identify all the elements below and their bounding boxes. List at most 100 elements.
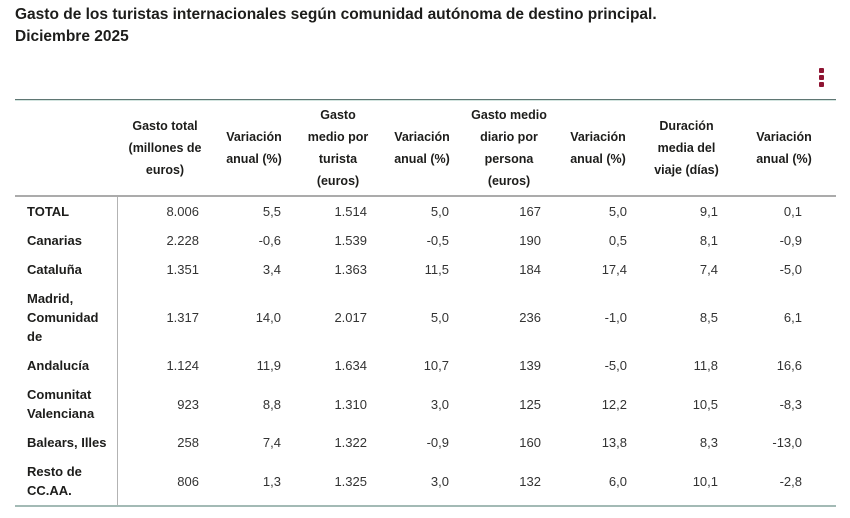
col-header-duracion-media: Duración media del viaje (días) — [641, 100, 732, 197]
cell-value: 0,5 — [608, 233, 627, 248]
table-row: Balears, Illes 258 7,4 1.322 -0,9 160 13,8 8,3 -… — [15, 428, 836, 457]
table-row: Andalucía 1.124 11,9 1.634 10,7 139 -5,0 11,8 16… — [15, 351, 836, 380]
cell-value: 16,6 — [776, 358, 802, 373]
cell-value: 8,3 — [699, 435, 718, 450]
table-header: Gasto total (millones de euros) Variación a… — [15, 100, 836, 197]
cell-value: 1.514 — [334, 204, 367, 219]
cell-value: 1.322 — [334, 435, 367, 450]
kebab-icon — [819, 82, 824, 87]
cell-value: 160 — [519, 435, 541, 450]
data-table: Gasto total (millones de euros) Variación a… — [15, 100, 836, 507]
cell-value: 3,0 — [430, 473, 449, 489]
cell-value: -2,8 — [779, 473, 802, 489]
cell-value: 1.310 — [334, 396, 367, 412]
cell-value: 5,0 — [430, 310, 449, 325]
options-menu-button[interactable] — [816, 65, 827, 90]
table-row: Cataluña 1.351 3,4 1.363 11,5 184 17,4 7,4 -5,0 — [15, 255, 836, 284]
col-header-variacion-2: Variación anual (%) — [381, 100, 463, 197]
cell-value: 1.634 — [334, 358, 367, 373]
cell-value: 13,8 — [601, 435, 627, 450]
col-header-gasto-total: Gasto total (millones de euros) — [117, 100, 213, 197]
row-label: Canarias — [15, 226, 118, 255]
col-header-gasto-medio-diario: Gasto medio diario por persona (euros) — [463, 100, 555, 197]
col-header-variacion-1: Variación anual (%) — [213, 100, 295, 197]
cell-value: 1.539 — [334, 233, 367, 248]
cell-value: 3,0 — [430, 396, 449, 412]
cell-value: 17,4 — [601, 262, 627, 277]
cell-value: 258 — [177, 435, 199, 450]
cell-value: 10,5 — [692, 396, 718, 412]
cell-value: 132 — [519, 473, 541, 489]
cell-value: 1.124 — [166, 358, 199, 373]
table-row: Madrid, Comunidad de 1.317 14,0 2.017 5,0 236… — [15, 284, 836, 351]
cell-value: -5,0 — [604, 358, 627, 373]
col-header-region — [15, 100, 117, 197]
cell-value: -0,9 — [779, 233, 802, 248]
cell-value: 1.317 — [166, 310, 199, 325]
cell-value: 1.325 — [334, 473, 367, 489]
cell-value: -5,0 — [779, 262, 802, 277]
kebab-icon — [819, 68, 824, 73]
table-body: TOTAL 8.006 5,5 1.514 5,0 167 5,0 9,1 0,1 Canaria… — [15, 196, 836, 506]
page-title: Gasto de los turistas internacionales se… — [15, 4, 815, 48]
row-label: Andalucía — [15, 351, 118, 380]
cell-value: 139 — [519, 358, 541, 373]
title-text: Gasto de los turistas internacionales se… — [15, 6, 657, 23]
title-period: Diciembre 2025 — [15, 28, 129, 45]
cell-value: -0,9 — [426, 435, 449, 450]
cell-value: -13,0 — [772, 435, 802, 450]
row-label: Cataluña — [15, 255, 118, 284]
cell-value: 5,5 — [262, 204, 281, 219]
cell-value: 8.006 — [166, 204, 199, 219]
cell-value: -1,0 — [604, 310, 627, 325]
cell-value: 1,3 — [262, 473, 281, 489]
row-label: Comunitat Valenciana — [15, 380, 118, 428]
cell-value: 5,0 — [430, 204, 449, 219]
cell-value: 9,1 — [699, 204, 718, 219]
col-header-gasto-medio-turista: Gasto medio por turista (euros) — [295, 100, 381, 197]
cell-value: 3,4 — [262, 262, 281, 277]
kebab-icon — [819, 75, 824, 80]
cell-value: 11,5 — [424, 262, 449, 277]
cell-value: 2.228 — [166, 233, 199, 248]
data-table-container: Gasto total (millones de euros) Variación a… — [15, 99, 836, 507]
cell-value: 125 — [519, 396, 541, 412]
cell-value: 11,9 — [256, 358, 281, 373]
cell-value: 7,4 — [262, 435, 281, 450]
cell-value: 5,0 — [608, 204, 627, 219]
cell-value: 11,8 — [693, 358, 718, 373]
cell-value: 806 — [177, 473, 199, 489]
cell-value: 14,0 — [255, 310, 281, 325]
cell-value: 1.363 — [334, 262, 367, 277]
cell-value: 7,4 — [699, 262, 718, 277]
cell-value: 2.017 — [334, 310, 367, 325]
cell-value: 167 — [519, 204, 541, 219]
col-header-variacion-3: Variación anual (%) — [555, 100, 641, 197]
row-label: Balears, Illes — [15, 428, 118, 457]
cell-value: 10,1 — [692, 473, 718, 489]
row-label: Resto de CC.AA. — [15, 457, 118, 506]
cell-value: 8,8 — [262, 396, 281, 412]
table-row: Comunitat Valenciana 923 8,8 1.310 3,0 125 12,… — [15, 380, 836, 428]
row-label: Madrid, Comunidad de — [15, 284, 118, 351]
col-header-variacion-4: Variación anual (%) — [732, 100, 836, 197]
cell-value: 6,0 — [608, 473, 627, 489]
table-row: Resto de CC.AA. 806 1,3 1.325 3,0 132 6,0 10,1 -… — [15, 457, 836, 506]
cell-value: 12,2 — [601, 396, 627, 412]
table-row: TOTAL 8.006 5,5 1.514 5,0 167 5,0 9,1 0,1 — [15, 196, 836, 226]
header-row: Gasto total (millones de euros) Variación a… — [15, 100, 836, 197]
cell-value: 6,1 — [783, 310, 802, 325]
cell-value: 8,1 — [699, 233, 718, 248]
cell-value: -8,3 — [779, 396, 802, 412]
cell-value: 190 — [519, 233, 541, 248]
cell-value: 8,5 — [699, 310, 718, 325]
cell-value: 10,7 — [423, 358, 449, 373]
cell-value: 1.351 — [166, 262, 199, 277]
cell-value: -0,5 — [426, 233, 449, 248]
cell-value: 236 — [519, 310, 541, 325]
cell-value: -0,6 — [258, 233, 281, 248]
cell-value: 0,1 — [783, 204, 802, 219]
cell-value: 184 — [519, 262, 541, 277]
cell-value: 923 — [177, 396, 199, 412]
row-label: TOTAL — [15, 196, 118, 226]
